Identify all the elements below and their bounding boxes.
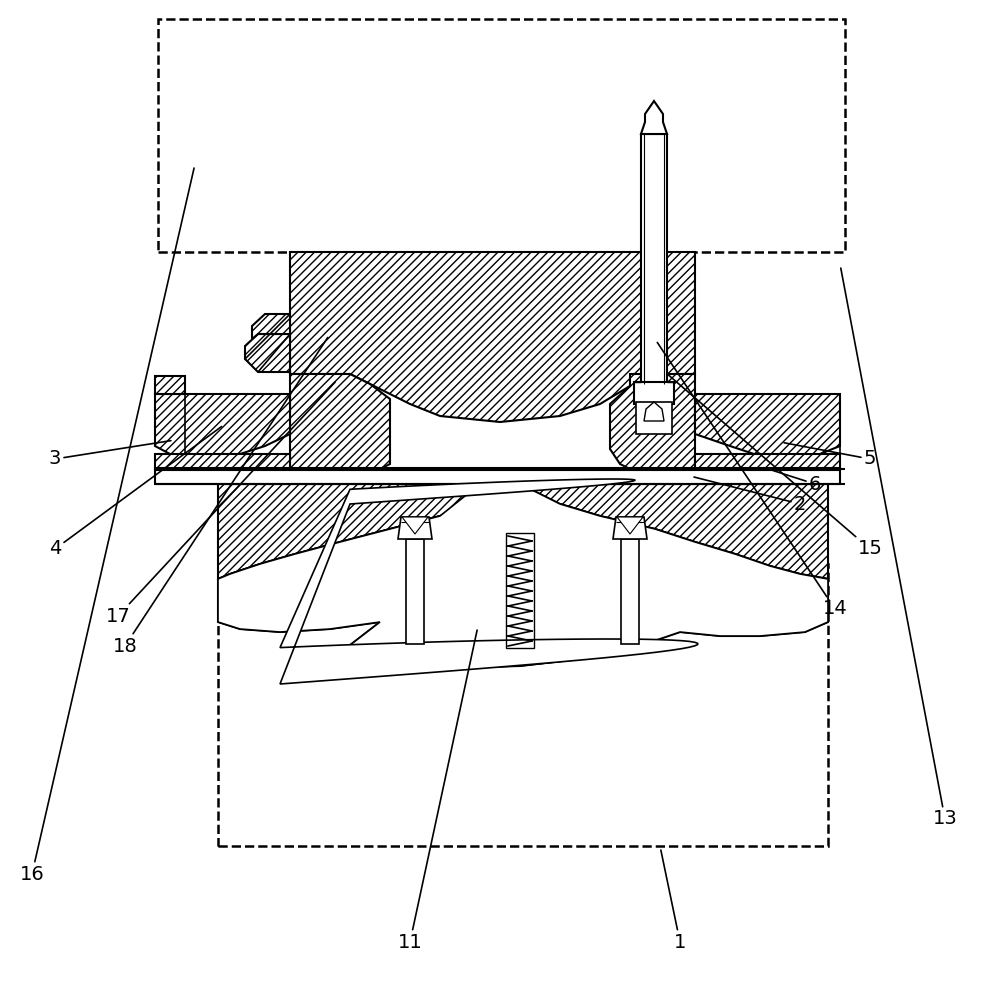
Polygon shape (695, 454, 840, 469)
Polygon shape (252, 314, 290, 339)
Polygon shape (218, 484, 480, 579)
Bar (155, 468, 840, 470)
Text: 5: 5 (784, 442, 876, 468)
Bar (634, 382, 674, 404)
Polygon shape (218, 504, 480, 632)
Bar (155, 468, 840, 484)
Polygon shape (280, 479, 698, 684)
Polygon shape (617, 517, 643, 534)
Text: 4: 4 (49, 426, 222, 559)
Polygon shape (520, 484, 828, 579)
Text: 11: 11 (398, 630, 477, 951)
Text: 3: 3 (49, 440, 171, 468)
Polygon shape (155, 454, 290, 469)
Text: 17: 17 (106, 382, 335, 625)
Text: 13: 13 (841, 268, 957, 829)
Bar (621, 539, 639, 644)
Polygon shape (641, 101, 667, 134)
Polygon shape (398, 517, 432, 539)
Polygon shape (218, 484, 828, 667)
Polygon shape (644, 402, 664, 421)
Polygon shape (290, 252, 695, 422)
Polygon shape (290, 374, 390, 479)
Text: 15: 15 (668, 375, 882, 559)
Polygon shape (155, 394, 290, 456)
Polygon shape (520, 504, 828, 636)
Text: 16: 16 (20, 168, 194, 884)
Bar (158, 19, 845, 252)
Polygon shape (402, 517, 428, 534)
Polygon shape (610, 374, 695, 479)
Text: 14: 14 (657, 343, 847, 618)
Text: 1: 1 (661, 850, 686, 951)
Bar (406, 539, 424, 644)
Polygon shape (155, 376, 185, 394)
Text: 2: 2 (694, 477, 806, 514)
Bar (641, 134, 667, 384)
Bar (636, 402, 672, 434)
Text: 18: 18 (113, 338, 328, 655)
Polygon shape (245, 334, 290, 374)
Polygon shape (345, 594, 680, 667)
Bar (218, 564, 828, 846)
Bar (506, 533, 534, 648)
Polygon shape (695, 394, 840, 457)
Text: 6: 6 (766, 468, 821, 493)
Polygon shape (613, 517, 647, 539)
